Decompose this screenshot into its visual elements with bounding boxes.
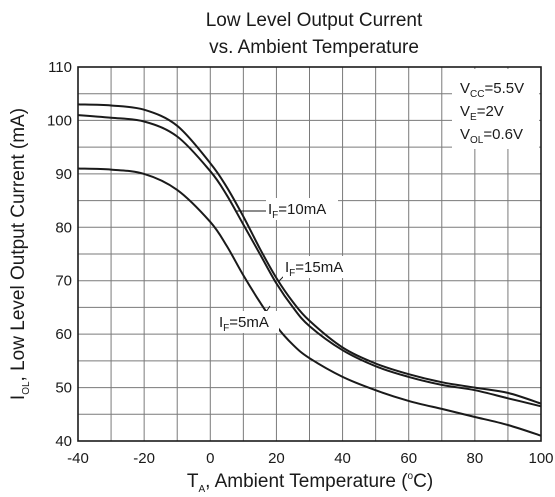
condition-ve: VE=2V — [460, 103, 504, 123]
chart-title-line1: Low Level Output Current — [206, 10, 423, 31]
y-tick-label: 50 — [55, 380, 72, 397]
x-tick-label: 20 — [268, 450, 285, 467]
series-label-5ma: IF=5mA — [217, 305, 279, 334]
condition-vol: VOL=0.6V — [460, 126, 523, 146]
series-line-5mA — [77, 167, 542, 437]
x-tick-label: -40 — [67, 450, 89, 467]
plot-frame — [77, 66, 542, 442]
conditions-box: VCC=5.5V VE=2V VOL=0.6V — [452, 69, 539, 149]
x-tick-label: 40 — [334, 450, 351, 467]
svg-text:IF=5mA: IF=5mA — [219, 314, 269, 334]
series-label-10ma: IF=10mA — [236, 198, 338, 221]
y-tick-label: 110 — [48, 59, 72, 76]
y-tick-label: 70 — [55, 273, 72, 290]
svg-text:IF=15mA: IF=15mA — [285, 259, 343, 279]
series-line-10mA — [77, 114, 542, 408]
x-tick-labels: -40 -20 0 20 40 60 80 100 — [67, 450, 553, 467]
x-tick-label: 100 — [528, 450, 553, 467]
y-tick-labels: 40 50 60 70 80 90 100 110 — [47, 59, 72, 450]
series-line-15mA — [77, 103, 542, 405]
x-tick-label: -20 — [133, 450, 155, 467]
y-tick-label: 40 — [55, 433, 72, 450]
x-tick-label: 80 — [467, 450, 484, 467]
x-tick-label: 60 — [400, 450, 417, 467]
svg-text:IF=10mA: IF=10mA — [268, 201, 326, 221]
y-axis-label: IOL, Low Level Output Current (mA) — [8, 108, 32, 400]
chart-title-line2: vs. Ambient Temperature — [209, 37, 419, 58]
y-tick-label: 90 — [55, 166, 72, 183]
condition-vcc: VCC=5.5V — [460, 80, 524, 100]
series-layer — [77, 103, 542, 437]
y-tick-label: 60 — [55, 326, 72, 343]
y-tick-label: 100 — [47, 112, 72, 129]
series-label-15ma: IF=15mA — [277, 256, 353, 283]
y-tick-label: 80 — [55, 219, 72, 236]
x-tick-label: 0 — [206, 450, 214, 467]
x-axis-label: TA, Ambient Temperature (oC) — [187, 471, 433, 495]
